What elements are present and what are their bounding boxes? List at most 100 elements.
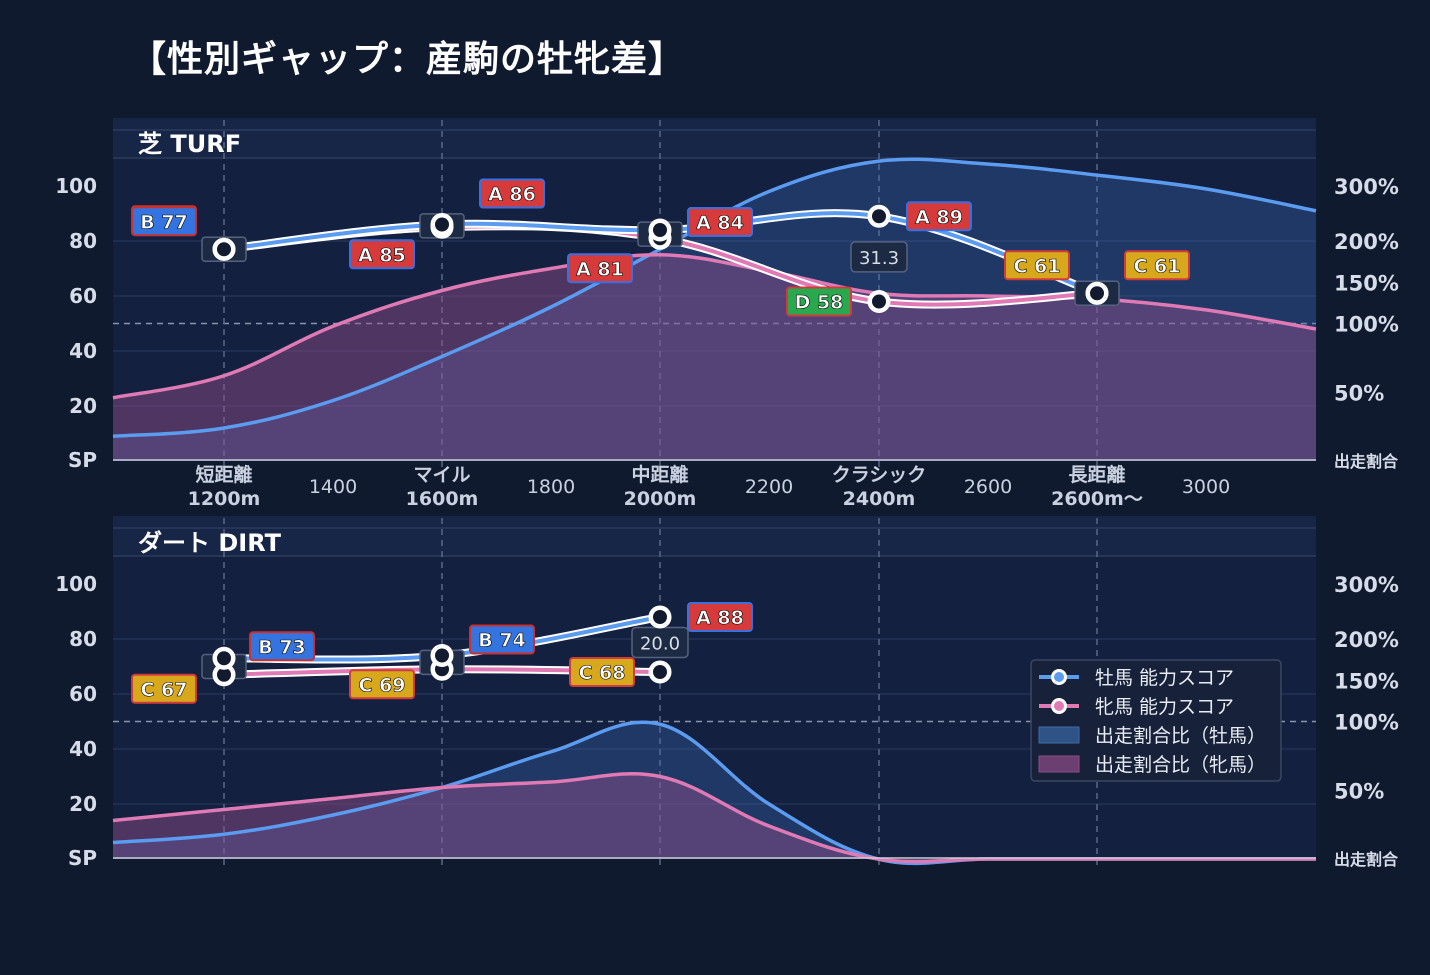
male-grade-badge: C 61 <box>1124 250 1190 281</box>
y-left-tick-label: 20 <box>69 394 97 418</box>
y-left-tick-label: 80 <box>69 627 97 651</box>
female-score-point-core <box>872 294 886 309</box>
grade-badge-label: A 84 <box>696 212 744 234</box>
area-male-ratio <box>113 722 1316 864</box>
x-category-name: マイル <box>413 464 470 486</box>
y-right-tick-label: 出走割合 <box>1334 452 1399 471</box>
grade-badge-label: A 81 <box>576 258 624 280</box>
y-right-tick-label: 150% <box>1334 669 1399 693</box>
legend-marker-core <box>1054 672 1064 682</box>
grade-badge-box <box>1004 250 1070 281</box>
y-right-tick-label: 出走割合 <box>1334 850 1399 869</box>
female-score-point-core <box>653 665 667 679</box>
x-intermediate-label: 1800 <box>527 476 575 498</box>
grade-badge-box <box>469 624 535 655</box>
female-grade-badge: C 69 <box>349 669 415 700</box>
grade-badge-box <box>131 206 197 237</box>
x-category-name: 短距離 <box>195 463 252 486</box>
x-category-distance: 2000m <box>624 488 697 510</box>
y-left-tick-label: 60 <box>69 682 97 706</box>
female-grade-badge: A 85 <box>349 239 415 270</box>
grade-badge-label: C 69 <box>359 674 406 696</box>
y-right-tick-label: 300% <box>1334 175 1399 199</box>
male-grade-badge: A 84 <box>687 207 753 237</box>
male-grade-badge: B 74 <box>469 624 535 655</box>
grade-badge-label: B 77 <box>140 211 188 233</box>
grade-badge-box <box>687 207 753 237</box>
female-grade-badge: C 67 <box>131 673 197 704</box>
x-category-distance: 2600m〜 <box>1051 488 1143 510</box>
legend-marker-core <box>1054 701 1064 711</box>
female-grade-badge: C 68 <box>569 657 635 687</box>
male-score-point-core <box>872 209 886 224</box>
x-intermediate-label: 2600 <box>964 476 1012 498</box>
male-score-point-core <box>435 217 449 232</box>
grade-badge-label: A 85 <box>358 244 406 266</box>
legend-item-label: 牡馬 能力スコア <box>1095 667 1234 689</box>
area-female-ratio-line <box>112 772 1316 864</box>
x-intermediate-label: 2200 <box>745 476 793 498</box>
grade-badge-label: B 73 <box>258 636 306 658</box>
female-grade-badge: D 58 <box>786 286 852 317</box>
female-grade-badge: A 81 <box>567 253 633 284</box>
y-left-tick-label: 60 <box>69 284 97 308</box>
male-grade-badge: B 73 <box>249 631 315 662</box>
y-right-tick-label: 200% <box>1334 230 1399 254</box>
chart-title: 【性別ギャップ：産駒の牡牝差】 <box>130 39 686 80</box>
x-category-distance: 1600m <box>406 488 479 510</box>
male-score-point-core <box>1090 286 1104 301</box>
x-intermediate-label: 1400 <box>309 476 357 498</box>
legend-patch-swatch <box>1038 726 1080 744</box>
male-score-point-core <box>217 651 231 666</box>
grade-badge-box <box>479 178 545 209</box>
grade-badge-box <box>567 253 633 284</box>
male-grade-badge: A 89 <box>906 201 972 232</box>
grade-badge-label: B 74 <box>478 630 526 652</box>
female-grade-badge: C 61 <box>1004 250 1070 281</box>
x-category-distance: 1200m <box>188 488 261 510</box>
grade-badge-label: A 86 <box>488 184 536 206</box>
grade-badge-label: C 61 <box>1014 255 1061 277</box>
y-right-tick-label: 100% <box>1334 711 1399 735</box>
grade-badge-box <box>906 201 972 232</box>
gap-annotation-label: 31.3 <box>859 248 899 269</box>
y-left-tick-label: 40 <box>69 339 97 363</box>
grade-badge-box <box>687 602 753 632</box>
male-score-point-core <box>653 610 667 624</box>
y-left-tick-label: 20 <box>69 792 97 816</box>
y-left-tick-label: 40 <box>69 737 97 761</box>
male-grade-badge: A 86 <box>479 178 545 209</box>
gap-annotation-box <box>850 241 908 273</box>
grade-badge-box <box>1124 250 1190 281</box>
male-score-point-core <box>217 242 231 257</box>
gap-annotation-label: 20.0 <box>640 634 680 655</box>
male-grade-badge: A 88 <box>687 602 753 632</box>
legend-item-label: 牝馬 能力スコア <box>1095 696 1234 718</box>
female-grade-badge: B 77 <box>131 206 197 237</box>
grade-badge-label: A 88 <box>696 607 744 629</box>
panel-header-band <box>113 118 1316 158</box>
area-female-ratio <box>113 254 1316 461</box>
grade-badge-box <box>786 286 852 317</box>
y-right-tick-label: 200% <box>1334 628 1399 652</box>
legend-patch-swatch <box>1038 755 1080 773</box>
grade-badge-label: C 67 <box>141 679 188 701</box>
grade-badge-box <box>349 669 415 700</box>
male-score-point-core <box>653 223 667 237</box>
grade-badge-label: A 89 <box>915 206 963 228</box>
y-right-tick-label: 100% <box>1334 313 1399 337</box>
grade-badge-box <box>349 239 415 270</box>
male-score-point-core <box>435 648 449 663</box>
y-left-tick-label: 80 <box>69 229 97 253</box>
grade-badge-box <box>131 673 197 704</box>
panel-title: ダート DIRT <box>138 529 282 557</box>
grade-badge-label: C 68 <box>579 662 626 684</box>
grade-badge-box <box>569 657 635 687</box>
panel-0: 芝 TURF 100 80 60 40 20 SP 300% 200% 150% 100% 50% 出走… <box>55 118 1399 510</box>
x-category-name: クラシック <box>832 464 927 486</box>
y-left-tick-label: SP <box>68 846 97 870</box>
x-category-name: 長距離 <box>1068 463 1125 486</box>
panel-header-band <box>113 516 1316 556</box>
y-left-tick-label: 100 <box>55 572 97 596</box>
